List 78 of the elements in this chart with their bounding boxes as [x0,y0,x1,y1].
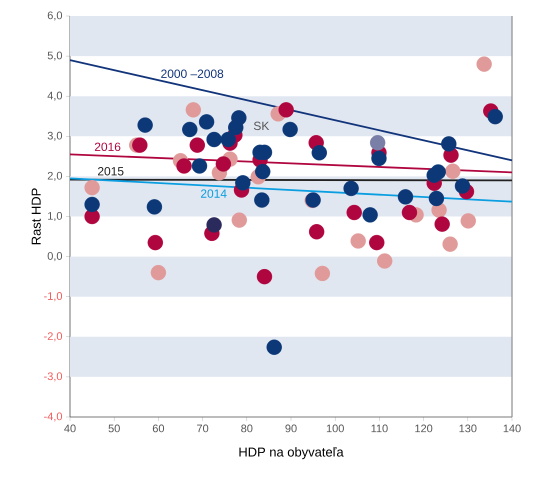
point [362,207,378,223]
point [192,158,208,174]
point [84,180,100,196]
point [350,233,366,249]
point [216,156,232,172]
x-tick-label: 100 [326,424,344,432]
point [182,122,198,138]
x-tick-label: 90 [285,424,297,432]
point [445,163,460,179]
point [398,189,414,205]
point [441,136,456,152]
series-label: 2016 [94,142,120,152]
point [176,158,192,174]
y-axis-title: Rast HDP [32,188,41,244]
y-tick-label: 6,0 [48,11,62,21]
point [430,164,446,180]
point [428,190,444,206]
point [231,110,247,126]
x-tick-label: 120 [415,424,432,432]
y-tick-label: 5,0 [48,52,62,61]
point [434,216,450,232]
point [460,213,476,229]
y-tick-label: -4,0 [44,412,62,422]
point [476,56,492,72]
point [308,224,324,240]
point [488,108,503,124]
x-tick-label: 80 [241,424,252,432]
point [255,164,270,180]
x-tick-label: 140 [504,424,521,432]
point [232,212,247,228]
point [190,137,205,153]
point [312,145,327,160]
annotation: SK [254,122,270,130]
point [256,268,272,284]
y-tick-label: 4,0 [47,92,62,101]
point [402,204,418,220]
y-tick-label: -2,0 [44,332,62,342]
point [186,102,202,118]
y-tick-label: 1,0 [48,212,62,222]
point [84,196,100,212]
point [146,199,162,215]
series-label: 2015 [98,166,124,176]
point [132,137,148,153]
point [370,135,386,150]
y-tick-label: 2,0 [48,172,62,181]
y-tick-label: -3,0 [44,372,62,382]
point [220,132,236,148]
series-label: 2014 [200,189,227,198]
x-tick-label: 50 [108,424,120,432]
point [442,236,458,252]
point [371,150,387,166]
point [206,217,222,233]
point [377,253,392,269]
y-tick-label: 3,0 [48,132,62,141]
point [454,178,470,194]
x-tick-label: 60 [152,424,164,432]
y-tick-label: 0,0 [48,252,62,262]
x-axis-title: HDP na obyvateľa [239,447,344,460]
point [346,204,362,220]
y-tick-label: -1,0 [44,292,62,302]
point [206,132,222,148]
x-tick-label: 130 [459,424,477,432]
point [254,192,270,208]
point [278,102,294,118]
x-tick-label: 40 [64,424,76,432]
series-label: 2000 –2008 [161,70,224,78]
point [266,340,282,355]
x-tick-label: 70 [197,424,208,432]
point [137,117,153,133]
point [343,180,359,196]
point [148,234,164,250]
point [150,264,166,280]
point [314,266,330,282]
point [282,122,298,138]
point [198,114,214,130]
point [235,175,251,191]
point [369,234,384,250]
x-tick-label: 110 [371,424,388,432]
